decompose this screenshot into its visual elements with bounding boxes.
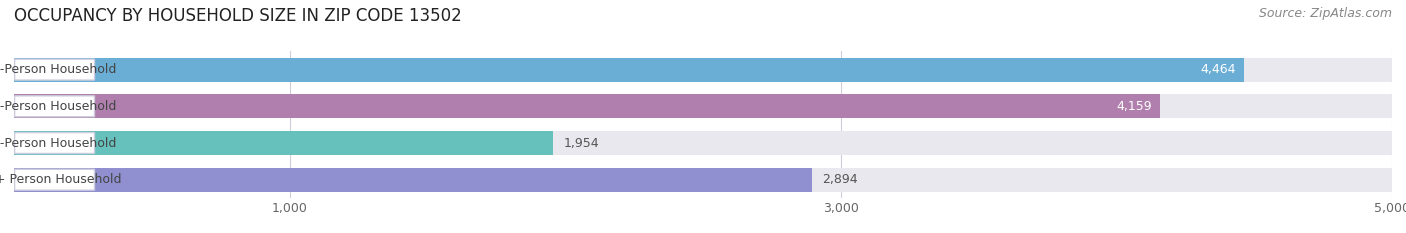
Text: 1-Person Household: 1-Person Household [0, 63, 117, 76]
Text: 1,954: 1,954 [564, 137, 599, 150]
FancyBboxPatch shape [14, 169, 94, 190]
Bar [14, 168, 811, 192]
Text: 2,894: 2,894 [823, 173, 858, 186]
FancyBboxPatch shape [14, 133, 94, 154]
Bar [14, 168, 1392, 192]
Bar [14, 94, 1392, 118]
Bar [14, 58, 1244, 82]
FancyBboxPatch shape [14, 59, 94, 80]
Text: 4+ Person Household: 4+ Person Household [0, 173, 122, 186]
Text: OCCUPANCY BY HOUSEHOLD SIZE IN ZIP CODE 13502: OCCUPANCY BY HOUSEHOLD SIZE IN ZIP CODE … [14, 7, 461, 25]
Text: 4,159: 4,159 [1116, 100, 1152, 113]
Bar [14, 58, 1392, 82]
Text: Source: ZipAtlas.com: Source: ZipAtlas.com [1258, 7, 1392, 20]
FancyBboxPatch shape [14, 96, 94, 117]
Text: 3-Person Household: 3-Person Household [0, 137, 117, 150]
Bar [14, 131, 1392, 155]
Text: 2-Person Household: 2-Person Household [0, 100, 117, 113]
Text: 4,464: 4,464 [1201, 63, 1236, 76]
Bar [14, 94, 1160, 118]
Bar [14, 131, 553, 155]
